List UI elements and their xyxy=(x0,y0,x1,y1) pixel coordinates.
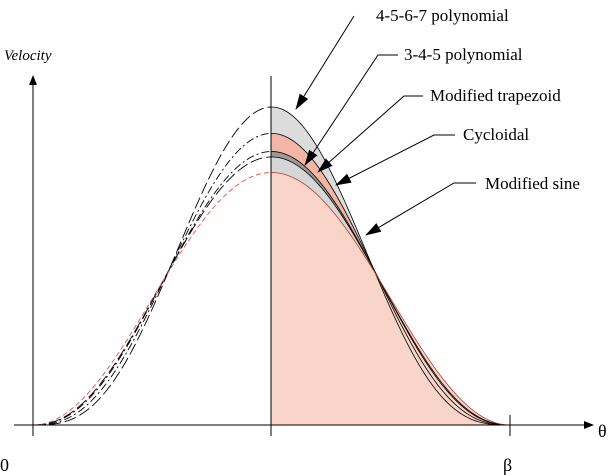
cycloidal-left-curve xyxy=(32,156,272,426)
modified-sine-right-curve xyxy=(270,172,511,426)
callout-modified-sine: Modified sine xyxy=(365,174,580,236)
label-345-polynomial: 3-4-5 polynomial xyxy=(404,45,523,64)
y-axis-label: Velocity xyxy=(4,48,52,64)
4-5-6-7-polynomial-left-curve xyxy=(33,106,272,426)
label-4567-polynomial: 4-5-6-7 polynomial xyxy=(376,6,509,25)
callout-cycloidal: Cycloidal xyxy=(335,125,529,186)
right-half-fill-layers xyxy=(271,107,510,425)
label-cycloidal: Cycloidal xyxy=(463,125,529,144)
label-modified-trapezoid: Modified trapezoid xyxy=(430,86,561,105)
3-4-5-polynomial-left-curve xyxy=(32,132,272,426)
cycloidal-right-curve xyxy=(270,156,511,426)
modified-sine-left-curve xyxy=(32,172,272,426)
origin-label: 0 xyxy=(0,455,9,475)
callout-4567-polynomial: 4-5-6-7 polynomial xyxy=(295,6,509,110)
label-modified-sine: Modified sine xyxy=(485,174,580,193)
modified-trapezoid-left-curve xyxy=(32,151,272,426)
4-5-6-7-polynomial-right-curve xyxy=(270,106,510,426)
x-axis-label: θ xyxy=(598,421,607,441)
right-half-curves xyxy=(270,106,511,426)
callout-modified-trapezoid: Modified trapezoid xyxy=(317,86,561,173)
left-half-curves xyxy=(32,106,272,426)
end-label: β xyxy=(503,455,512,475)
callout-345-polynomial: 3-4-5 polynomial xyxy=(304,45,523,166)
